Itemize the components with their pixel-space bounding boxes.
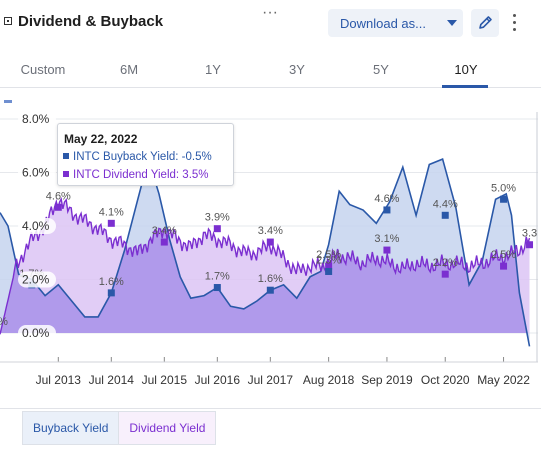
data-point-marker: [500, 195, 508, 203]
caret-down-icon: [447, 20, 457, 26]
dividend-marker-icon: [63, 171, 69, 177]
data-label: 2.3%: [316, 254, 341, 266]
y-tick-bg: [18, 271, 56, 288]
overlap-area: [0, 228, 530, 333]
data-label: 1.6%: [258, 273, 283, 285]
tab-6m[interactable]: 6M: [119, 62, 139, 77]
y-tick-label: 4.0%: [22, 219, 50, 233]
tab-5y[interactable]: 5Y: [373, 62, 389, 77]
data-label: 3.9%: [205, 212, 230, 224]
yield-chart[interactable]: 1.7%4.6%4.1%1.6%3.4%3.9%1.7%1.6%3.4%2.5%…: [0, 92, 541, 392]
download-label: Download as...: [340, 16, 426, 31]
data-label: 3.3: [522, 228, 537, 240]
data-point-marker: [54, 203, 62, 211]
chart-legend: Buyback Yield Dividend Yield: [22, 411, 217, 445]
panel-header: Dividend & Buyback ··· Download as...: [0, 0, 541, 48]
dividend-line: [0, 197, 531, 335]
data-point-marker: [325, 262, 333, 270]
data-label: 0%: [0, 316, 8, 328]
tab-1y[interactable]: 1Y: [205, 62, 221, 77]
legend-dividend-yield[interactable]: Dividend Yield: [119, 412, 216, 444]
data-point-marker: [441, 270, 449, 278]
legend-divider: [0, 408, 541, 409]
data-label: 1.6%: [99, 276, 124, 288]
data-point-marker: [383, 246, 391, 254]
scroll-indicator: [4, 100, 12, 103]
y-tick-label: 0.0%: [22, 326, 50, 340]
x-tick-label: Jul 2013: [36, 373, 82, 387]
more-options-icon[interactable]: [511, 13, 517, 33]
data-point-marker: [107, 289, 115, 297]
pencil-icon: [479, 16, 492, 29]
x-tick-label: Aug 2018: [303, 373, 355, 387]
data-label: 3.4%: [258, 225, 283, 237]
y-tick-label: 8.0%: [22, 112, 50, 126]
data-point-marker: [107, 219, 115, 227]
data-label: 4.4%: [433, 198, 458, 210]
x-tick-label: Jul 2017: [248, 373, 294, 387]
y-tick-label: 2.0%: [22, 273, 50, 287]
range-tabs: Custom 6M 1Y 3Y 5Y 10Y: [0, 56, 541, 88]
tab-3y[interactable]: 3Y: [289, 62, 305, 77]
data-point-marker: [325, 267, 333, 275]
drag-handle-icon[interactable]: ···: [262, 4, 278, 21]
y-tick-bg: [18, 111, 56, 127]
chart-tooltip: May 22, 2022 INTC Buyback Yield: -0.5% I…: [57, 123, 234, 186]
x-tick-label: Jul 2014: [89, 373, 135, 387]
data-point-marker: [383, 206, 391, 214]
data-point-marker: [160, 238, 168, 246]
data-point-marker: [213, 225, 221, 233]
y-tick-bg: [18, 325, 56, 341]
buyback-marker-icon: [63, 153, 69, 159]
download-dropdown[interactable]: Download as...: [328, 9, 463, 37]
data-label: 4.6%: [374, 193, 399, 205]
tooltip-dividend-row: INTC Dividend Yield: 3.5%: [63, 169, 209, 181]
y-tick-bg: [18, 218, 56, 234]
data-point-marker: [213, 284, 221, 292]
data-label: 5.0%: [491, 182, 516, 194]
panel-title: Dividend & Buyback: [18, 13, 164, 30]
data-label: 3.1%: [374, 233, 399, 245]
tooltip-dividend-text: INTC Dividend Yield: 3.5%: [73, 169, 209, 181]
y-tick-label: 6.0%: [22, 166, 50, 180]
data-label: 3.4%: [152, 225, 177, 237]
data-point-marker: [526, 241, 534, 249]
x-tick-label: Jul 2016: [195, 373, 241, 387]
legend-buyback-yield[interactable]: Buyback Yield: [23, 412, 120, 444]
widget-icon: [4, 17, 12, 25]
tab-custom[interactable]: Custom: [20, 62, 66, 77]
data-point-marker: [500, 262, 508, 270]
data-label: 1.7%: [205, 271, 230, 283]
edit-button[interactable]: [471, 9, 499, 37]
data-label: 4.6%: [46, 190, 71, 202]
tab-10y[interactable]: 10Y: [454, 62, 478, 77]
tooltip-buyback-text: INTC Buyback Yield: -0.5%: [73, 151, 212, 163]
data-label: 4.1%: [99, 206, 124, 218]
x-tick-label: Jul 2015: [142, 373, 188, 387]
data-point-marker: [266, 286, 274, 294]
data-point-marker: [441, 211, 449, 219]
x-tick-label: May 2022: [477, 373, 530, 387]
active-tab-indicator: [442, 85, 488, 88]
tooltip-date: May 22, 2022: [64, 132, 138, 146]
y-tick-bg: [18, 164, 56, 181]
data-label: 2.2%: [433, 257, 458, 269]
data-label: 2.5%: [491, 249, 516, 261]
tooltip-buyback-row: INTC Buyback Yield: -0.5%: [63, 151, 212, 163]
x-tick-label: Oct 2020: [421, 373, 470, 387]
x-tick-label: Sep 2019: [361, 373, 413, 387]
data-point-marker: [266, 238, 274, 246]
data-label: 2.5%: [316, 249, 341, 261]
